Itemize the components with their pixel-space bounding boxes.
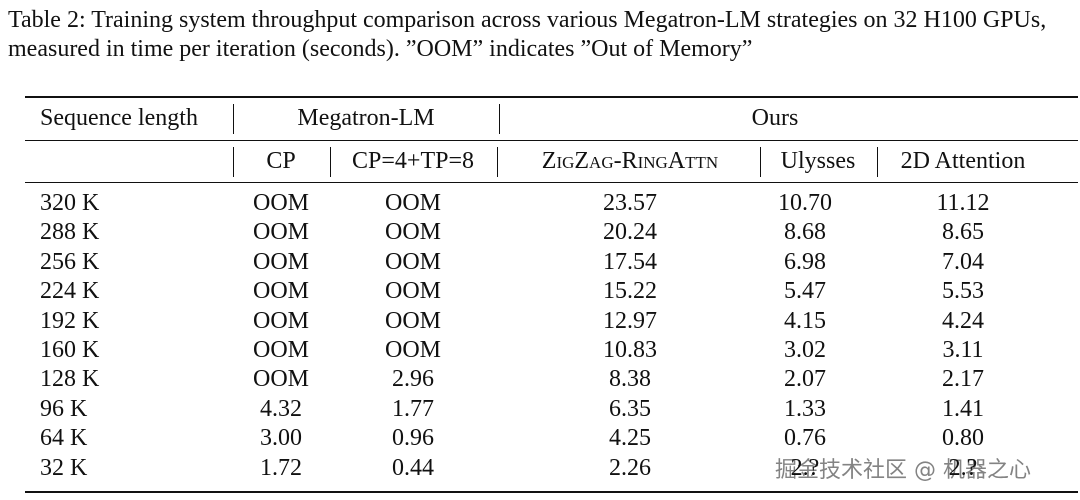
table-cell: 8.68: [784, 219, 826, 246]
table-cell: 6.98: [784, 248, 826, 275]
row-label: 160 K: [40, 337, 100, 363]
table-cell: OOM: [384, 307, 442, 334]
column-group-header: Megatron-LM: [297, 105, 435, 131]
column-header: CP=4+TP=8: [352, 148, 474, 174]
column-separator: [330, 147, 331, 177]
column-header: 2D Attention: [900, 148, 1026, 174]
mid-rule: [25, 140, 1078, 141]
table-cell: 0.80: [942, 425, 984, 452]
table-cell: OOM: [252, 248, 310, 275]
table-cell: 1.41: [942, 395, 984, 422]
table-caption: Table 2: Training system throughput comp…: [8, 7, 1047, 62]
table-cell: OOM: [384, 337, 442, 363]
column-header: Ulysses: [780, 148, 856, 174]
table-cell: OOM: [252, 219, 310, 246]
column-separator: [497, 147, 498, 177]
column-separator: [877, 147, 878, 177]
row-label: 32 K: [40, 454, 88, 481]
table-cell: 3.00: [260, 425, 302, 452]
table-cell: 8.38: [609, 366, 651, 393]
table-cell: 5.53: [942, 278, 984, 305]
table-cell: 12.97: [603, 307, 657, 334]
table-cell: 6.35: [609, 395, 651, 422]
table-cell: 3.11: [942, 337, 984, 363]
column-separator: [233, 147, 234, 177]
table-cell: OOM: [252, 278, 310, 305]
table-cell: 2.96: [392, 366, 434, 393]
table-cell: 2.07: [784, 366, 826, 393]
table-cell: OOM: [252, 307, 310, 334]
table-cell: 1.33: [784, 395, 826, 422]
table-cell: OOM: [384, 190, 442, 216]
table-cell: 8.65: [942, 219, 984, 246]
column-separator: [760, 147, 761, 177]
table-cell: 1.72: [260, 454, 302, 481]
table-cell: 7.04: [942, 248, 984, 275]
table-cell: 15.22: [603, 278, 657, 305]
row-label: 96 K: [40, 395, 88, 422]
bottom-rule: [25, 491, 1078, 493]
row-label: 320 K: [40, 190, 100, 216]
table-cell: 20.24: [603, 219, 657, 246]
table-cell: OOM: [384, 219, 442, 246]
table-cell: 11.12: [936, 190, 990, 216]
table-cell: 0.44: [392, 454, 434, 481]
table-cell: 10.70: [778, 190, 832, 216]
table-cell: 17.54: [603, 248, 657, 275]
header-rule: [25, 182, 1078, 183]
table-cell: 10.83: [603, 337, 657, 363]
table-cell: 4.24: [942, 307, 984, 334]
table-cell: 2.26: [609, 454, 651, 481]
table-cell: 2.?: [948, 454, 978, 481]
column-group-header: Ours: [751, 105, 799, 131]
table-cell: 4.15: [784, 307, 826, 334]
column-separator: [233, 104, 234, 134]
table-cell: 3.02: [784, 337, 826, 363]
table-cell: OOM: [384, 248, 442, 275]
table-cell: OOM: [384, 278, 442, 305]
table-cell: 5.47: [784, 278, 826, 305]
column-separator: [499, 104, 500, 134]
table-cell: OOM: [252, 337, 310, 363]
table-cell: 4.32: [260, 395, 302, 422]
row-label: 224 K: [40, 278, 100, 305]
table-cell: 4.25: [609, 425, 651, 452]
table-cell: OOM: [252, 190, 310, 216]
row-label: 192 K: [40, 307, 100, 334]
table-cell: 23.57: [603, 190, 657, 216]
column-header: CP: [266, 148, 296, 174]
column-header: ZigZag-RingAttn: [541, 148, 719, 174]
row-label: 288 K: [40, 219, 100, 246]
table-cell: 0.76: [784, 425, 826, 452]
row-label: 128 K: [40, 366, 100, 393]
row-label: 256 K: [40, 248, 100, 275]
column-group-header: Sequence length: [40, 105, 198, 131]
top-rule: [25, 96, 1078, 98]
table-cell: 2.17: [942, 366, 984, 393]
table-cell: 0.96: [392, 425, 434, 452]
row-label: 64 K: [40, 425, 88, 452]
table-cell: OOM: [252, 366, 310, 393]
watermark: 掘金技术社区 @ 机器之心: [775, 458, 1031, 483]
table-cell: 2.?: [790, 454, 820, 481]
table-cell: 1.77: [392, 395, 434, 422]
